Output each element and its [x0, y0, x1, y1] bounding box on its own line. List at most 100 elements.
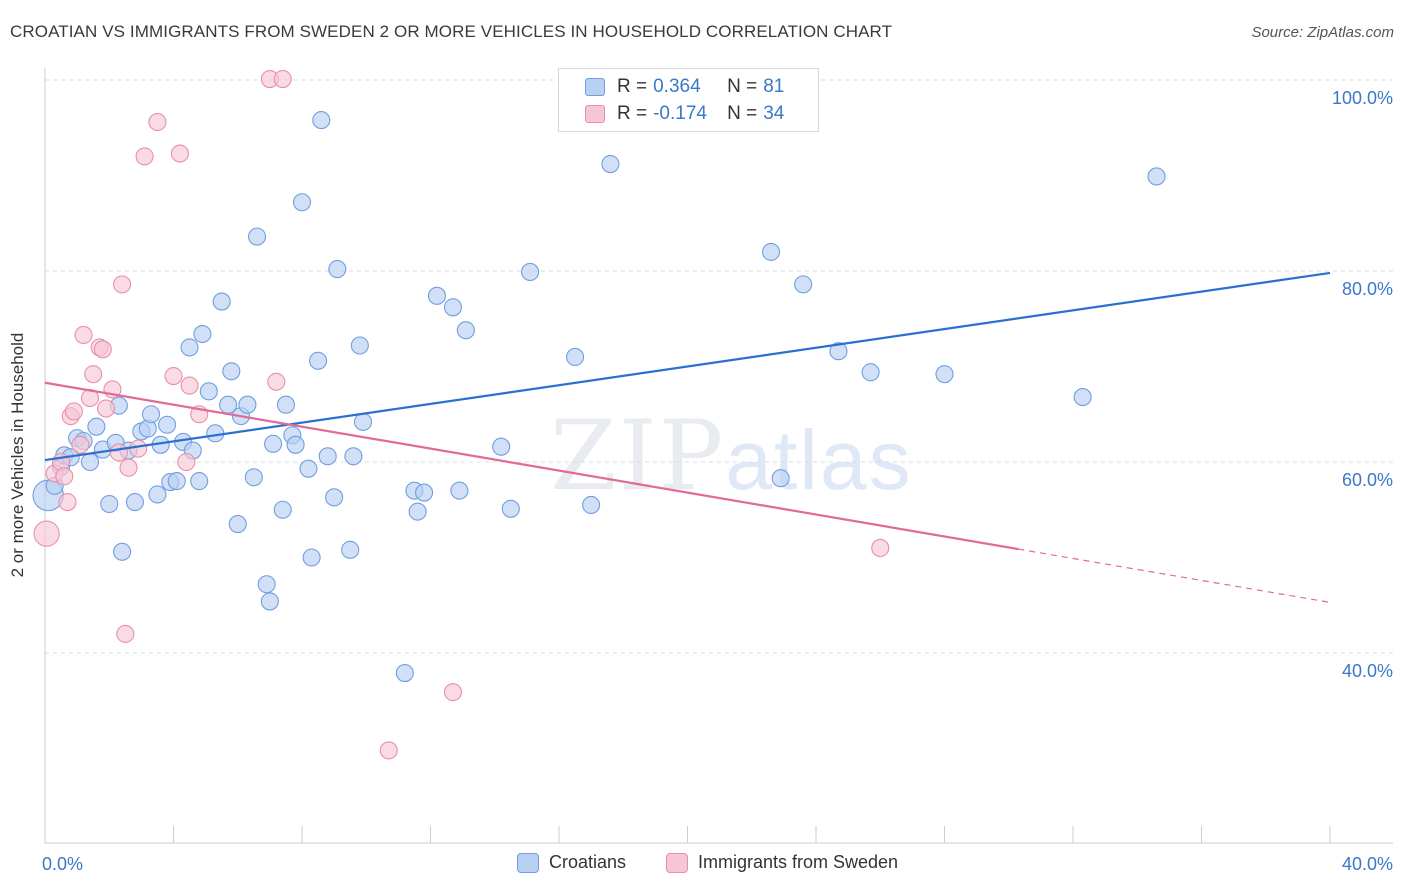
croatian-point [935, 365, 954, 384]
sweden-point [135, 147, 154, 166]
croatian-point [125, 493, 144, 512]
sweden-point [148, 112, 167, 132]
chart-source: Source: ZipAtlas.com [1251, 24, 1394, 41]
croatian-point [302, 548, 321, 567]
legend-n-value: 81 [763, 76, 785, 97]
croatian-point [341, 540, 360, 559]
croatian-point [286, 435, 305, 454]
sweden-point [129, 439, 148, 458]
croatian-point [199, 382, 218, 401]
croatian-point [353, 412, 373, 431]
croatian-point [456, 321, 475, 340]
croatian-point [601, 154, 620, 174]
legend-n-label: N = [727, 103, 758, 124]
croatian-point [1073, 388, 1092, 407]
legend-n-label: N = [727, 76, 758, 97]
legend-row-sweden: R = -0.174 N = 34 [585, 102, 784, 126]
sweden-point [55, 467, 74, 486]
croatian-point [238, 395, 257, 414]
croatian-point [328, 260, 347, 279]
legend-label-sweden: Immigrants from Sweden [698, 852, 899, 872]
sweden-point [109, 443, 128, 462]
legend-row-croatians: R = 0.364 N = 81 [585, 75, 784, 99]
sweden-point [71, 435, 90, 454]
sweden-point [177, 452, 196, 472]
sweden-point [170, 144, 189, 163]
legend-n-value: 34 [763, 103, 785, 124]
croatian-point [344, 447, 363, 466]
croatian-point [167, 472, 186, 491]
y-tick-label: 60.0% [1342, 470, 1393, 490]
croatian-point [292, 193, 312, 212]
croatian-point [87, 417, 106, 436]
sweden-point [379, 741, 398, 760]
sweden-point [267, 372, 286, 391]
x-tick-label: 40.0% [1342, 854, 1393, 874]
sweden-point [33, 520, 60, 547]
croatian-point [193, 324, 212, 344]
sweden-point [93, 340, 112, 359]
croatian-point [501, 499, 520, 518]
sweden-point [116, 624, 135, 643]
croatian-point [427, 286, 446, 305]
croatian-point [415, 483, 434, 502]
legend-r-value: -0.174 [653, 103, 707, 124]
croatian-point [247, 227, 267, 246]
legend-r-label: R = [617, 76, 648, 97]
legend-swatch-sweden [585, 105, 605, 123]
chart-title: CROATIAN VS IMMIGRANTS FROM SWEDEN 2 OR … [10, 22, 893, 41]
x-tick-label: 0.0% [42, 854, 83, 874]
y-tick-label: 100.0% [1332, 88, 1393, 108]
croatian-point [350, 336, 369, 355]
sweden-point [443, 683, 463, 702]
croatian-point [794, 275, 813, 294]
croatian-point [180, 338, 199, 357]
y-tick-label: 80.0% [1342, 279, 1393, 299]
croatian-point [309, 351, 328, 370]
croatian-point [395, 664, 414, 683]
croatian-point [299, 459, 318, 478]
croatian-point [276, 395, 295, 414]
croatian-point [148, 485, 167, 504]
legend-r-value: 0.364 [653, 76, 701, 97]
legend-item-sweden[interactable]: Immigrants from Sweden [666, 852, 898, 873]
croatian-point [1147, 167, 1166, 186]
croatian-point [325, 488, 344, 507]
croatian-point [228, 515, 247, 534]
sweden-trend-extension [1018, 548, 1331, 603]
sweden-point [96, 399, 116, 418]
croatian-point [212, 292, 231, 311]
croatian-point [861, 363, 880, 382]
croatian-point [443, 298, 463, 317]
croatian-point [450, 481, 469, 500]
croatian-point [408, 502, 427, 521]
legend-label-croatians: Croatians [549, 852, 627, 872]
y-tick-label: 40.0% [1342, 661, 1393, 681]
croatian-point [190, 472, 209, 491]
croatian-point [312, 111, 331, 130]
croatian-point [771, 469, 790, 488]
stats-legend: R = 0.364 N = 81 R = -0.174 N = 34 [558, 68, 819, 132]
croatian-point [260, 592, 279, 611]
croatian-point [761, 242, 781, 261]
watermark-atlas: atlas [725, 413, 913, 507]
legend-item-croatians[interactable]: Croatians [517, 852, 626, 873]
croatian-point [100, 494, 119, 514]
croatian-point [492, 437, 511, 456]
croatian-point [566, 347, 585, 367]
sweden-point [58, 493, 77, 512]
sweden-point [119, 458, 138, 477]
legend-r-label: R = [617, 103, 648, 124]
croatian-point [257, 575, 276, 594]
sweden-point [113, 275, 132, 294]
legend-swatch-croatians [517, 852, 539, 873]
sweden-point [871, 538, 890, 558]
croatian-point [222, 362, 241, 381]
croatian-point [158, 415, 177, 434]
croatian-point [318, 447, 337, 466]
croatian-point [141, 405, 161, 424]
croatian-trend-line [44, 271, 1331, 462]
croatian-point [113, 542, 132, 561]
sweden-point [164, 366, 183, 386]
